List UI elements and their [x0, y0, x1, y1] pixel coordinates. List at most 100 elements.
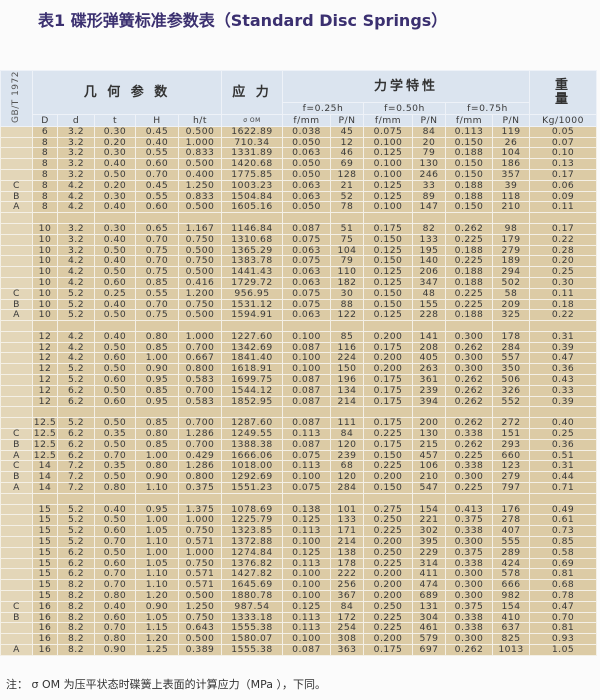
table-cell: 357 — [491, 168, 531, 181]
table-cell: 82 — [412, 222, 446, 235]
table-cell: 0.36 — [529, 363, 598, 376]
table-cell: 1555.38 — [221, 644, 283, 656]
column-header: Kg/1000 — [529, 114, 598, 127]
table-cell: 6.2 — [57, 428, 95, 440]
table-cell: 0.050 — [282, 201, 331, 214]
table-cell: 0.70 — [94, 622, 136, 635]
empty-cell — [330, 212, 364, 224]
grade-cell: B — [0, 471, 33, 484]
table-row: 10 3.2 0.50 0.75 0.500 1365.29 0.063 104 0.125 19… — [0, 244, 598, 257]
table-cell: 0.063 — [282, 276, 331, 289]
table-cell: 0.60 — [135, 201, 179, 214]
table-cell: 106 — [412, 460, 446, 473]
table-cell: 0.750 — [178, 255, 222, 268]
table-cell: 0.188 — [445, 179, 493, 192]
table-cell: 8 — [32, 168, 58, 181]
table-cell: 1.10 — [135, 482, 179, 494]
column-header: f/mm — [363, 114, 413, 127]
column-header: P/N — [491, 114, 531, 127]
table-cell: 15 — [32, 546, 58, 559]
table-cell: 5.2 — [57, 503, 95, 516]
empty-cell — [282, 492, 331, 505]
table-cell: 0.40 — [94, 201, 136, 214]
table-cell: 1622.89 — [221, 125, 283, 138]
table-cell: 0.113 — [282, 525, 331, 538]
table-cell: 1666.06 — [221, 449, 283, 462]
table-cell: 7.2 — [57, 460, 95, 473]
table-cell: 0.125 — [363, 244, 413, 257]
table-cell: 0.500 — [178, 158, 222, 170]
table-cell: 424 — [491, 557, 531, 570]
grade-cell: C — [0, 287, 33, 300]
table-cell: 8.2 — [57, 590, 95, 602]
table-cell: 0.35 — [94, 460, 136, 473]
grade-cell: B — [0, 190, 33, 203]
table-row: 12 4.2 0.60 1.00 0.667 1841.40 0.100 224 0.200 40… — [0, 352, 598, 365]
table-cell: 104 — [330, 244, 364, 257]
grade-cell — [0, 222, 33, 235]
table-cell: 0.175 — [363, 341, 413, 354]
grade-cell — [0, 536, 33, 548]
table-cell: 0.60 — [135, 158, 179, 170]
table-cell: 8 — [32, 179, 58, 192]
table-cell: 0.60 — [94, 276, 136, 289]
table-cell: 0.100 — [363, 136, 413, 149]
table-cell: 30 — [330, 287, 364, 300]
table-cell: 4.2 — [57, 179, 95, 192]
table-cell: 1420.68 — [221, 158, 283, 170]
table-cell: 0.087 — [282, 644, 331, 656]
table-cell: 110 — [330, 266, 364, 278]
table-cell: 1249.55 — [221, 428, 283, 440]
grade-cell — [0, 125, 33, 138]
table-cell: 15 — [32, 525, 58, 538]
table-cell: 0.50 — [94, 546, 136, 559]
table-row: B 16 8.2 0.60 1.05 0.750 1333.18 0.113 172 0.225 3… — [0, 611, 598, 624]
table-cell: 0.30 — [529, 276, 598, 289]
table-cell: 0.31 — [529, 330, 598, 343]
table-cell: 122 — [330, 309, 364, 322]
table-cell: 12.5 — [32, 417, 58, 430]
table-cell: 0.050 — [282, 136, 331, 149]
table-cell: 1372.88 — [221, 536, 283, 548]
empty-cell — [529, 406, 598, 419]
table-cell: 0.338 — [445, 611, 493, 624]
table-cell: 0.188 — [445, 147, 493, 160]
table-cell: 8 — [32, 147, 58, 160]
table-row: 15 6.2 0.50 1.00 1.000 1274.84 0.125 138 0.250 22… — [0, 546, 598, 559]
table-cell: 8.2 — [57, 600, 95, 613]
table-cell: 6.2 — [57, 568, 95, 581]
table-cell: 200 — [412, 417, 446, 430]
table-cell: 88 — [330, 298, 364, 311]
table-cell: 3.2 — [57, 168, 95, 181]
table-cell: 279 — [491, 471, 531, 484]
table-cell: 474 — [412, 579, 446, 592]
table-cell: 120 — [330, 471, 364, 484]
table-cell: 12.5 — [32, 428, 58, 440]
table-cell: 289 — [491, 546, 531, 559]
column-header: f/mm — [445, 114, 493, 127]
table-cell: 1544.12 — [221, 384, 283, 397]
table-row: 15 8.2 0.80 1.20 0.500 1880.78 0.100 367 0.200 68… — [0, 590, 598, 602]
table-cell: 4.2 — [57, 190, 95, 203]
table-cell: 552 — [491, 395, 531, 408]
table-cell: 0.43 — [529, 374, 598, 386]
stress-header: 应 力 — [221, 69, 283, 116]
table-cell: 15 — [32, 557, 58, 570]
table-row: 15 5.2 0.40 0.95 1.375 1078.69 0.138 101 0.275 15… — [0, 503, 598, 516]
table-cell: 0.300 — [445, 590, 493, 602]
table-cell: 69 — [330, 158, 364, 170]
table-cell: 0.68 — [529, 579, 598, 592]
table-cell: 0.375 — [445, 600, 493, 613]
table-cell: 0.60 — [94, 352, 136, 365]
table-cell: 214 — [330, 536, 364, 548]
empty-cell — [491, 212, 531, 224]
table-cell: 0.150 — [445, 201, 493, 214]
table-cell: 1323.85 — [221, 525, 283, 538]
table-cell: 8.2 — [57, 633, 95, 645]
table-cell: 0.262 — [445, 341, 493, 354]
table-cell: 79 — [412, 147, 446, 160]
table-cell: 0.20 — [94, 179, 136, 192]
empty-cell — [412, 320, 446, 332]
table-cell: 128 — [330, 168, 364, 181]
table-row: A 10 5.2 0.50 0.75 0.500 1594.91 0.063 122 0.125 2… — [0, 309, 598, 322]
